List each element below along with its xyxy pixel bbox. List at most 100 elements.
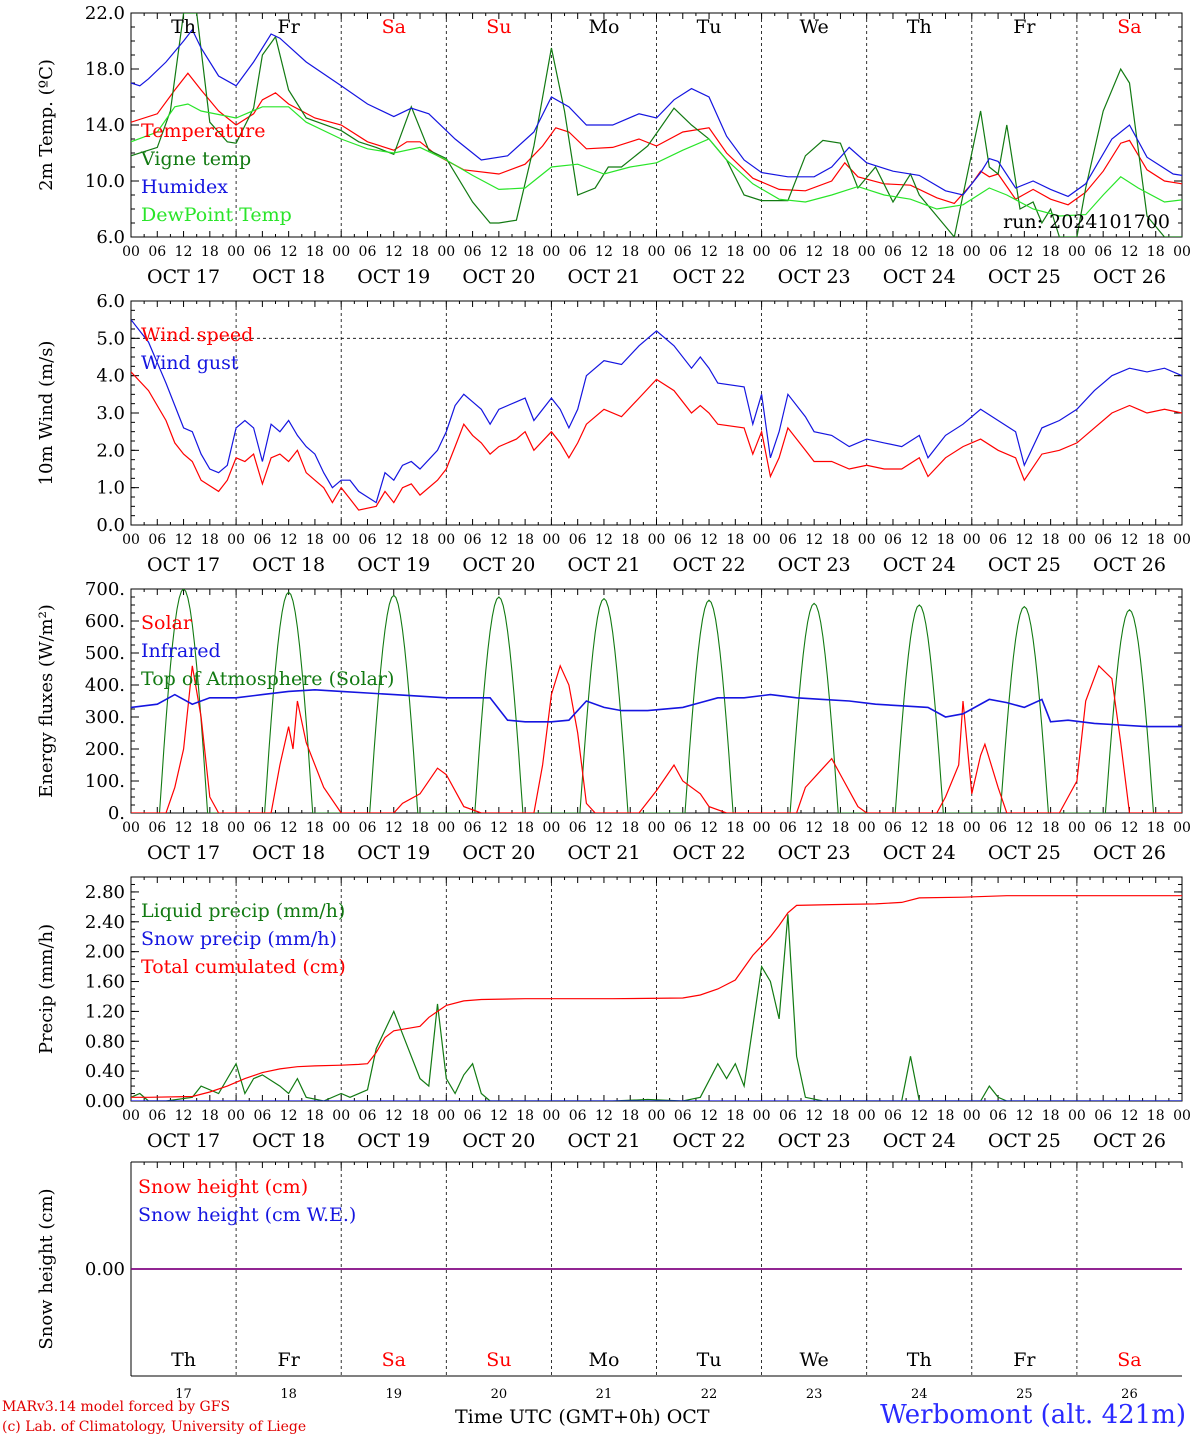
- panel1-hour-label: 00: [122, 244, 140, 260]
- panel1-hour-label: 00: [437, 244, 455, 260]
- panel1-hour-label: 12: [595, 244, 613, 260]
- panel1-hour-label: 18: [1147, 244, 1165, 260]
- panel2-frame: [130, 300, 1183, 526]
- panel1-hour-label: 00: [1068, 244, 1086, 260]
- panel4-hour-label: 12: [1121, 1108, 1139, 1124]
- panel4-date-label: OCT 23: [778, 1130, 851, 1152]
- panel1-hour-label: 00: [858, 244, 876, 260]
- panel1-hour-label: 06: [253, 244, 271, 260]
- panel5-weekday-label: Fr: [278, 1349, 301, 1371]
- panel1-weekday-label: Sa: [382, 16, 406, 38]
- panel3-hour-label: 00: [858, 820, 876, 836]
- panel2-hour-label: 06: [779, 532, 797, 548]
- panel3-hour-label: 12: [490, 820, 508, 836]
- panel4-hour-label: 00: [1173, 1108, 1191, 1124]
- panel3-ytick-label: 500.: [85, 643, 125, 664]
- panel1-date-label: OCT 18: [252, 266, 325, 288]
- panel5-weekday-label: Th: [171, 1349, 196, 1371]
- panel3-date-label: OCT 17: [147, 842, 220, 864]
- panel4-hour-label: 12: [490, 1108, 508, 1124]
- panel2-legend-entry: Wind speed: [141, 324, 253, 346]
- panel1-hour-label: 18: [306, 244, 324, 260]
- panel1-hour-label: 06: [148, 244, 166, 260]
- panel1-hour-label: 18: [832, 244, 850, 260]
- panel3-infrared-line: [131, 688, 1182, 728]
- panel5-day-number: 22: [701, 1387, 718, 1402]
- panel5-weekday-label: Su: [486, 1349, 511, 1371]
- panel3-hour-label: 00: [963, 820, 981, 836]
- panel3-hour-label: 00: [437, 820, 455, 836]
- panel2-date-label: OCT 17: [147, 554, 220, 576]
- panel3-date-label: OCT 18: [252, 842, 325, 864]
- panel3-frame: [130, 588, 1183, 814]
- panel2-hour-label: 12: [490, 532, 508, 548]
- panel1-hour-label: 18: [516, 244, 534, 260]
- panel4-hour-label: 18: [411, 1108, 429, 1124]
- panel5-weekday-label: Sa: [1117, 1349, 1141, 1371]
- panel3-hour-label: 12: [805, 820, 823, 836]
- panel2-date-label: OCT 25: [988, 554, 1061, 576]
- panel3-hour-label: 18: [1147, 820, 1165, 836]
- panel2-date-label: OCT 26: [1093, 554, 1166, 576]
- panel1-weekday-label: We: [800, 16, 829, 38]
- panel2-hour-label: 00: [1068, 532, 1086, 548]
- panel3-legend-entry: Top of Atmosphere (Solar): [141, 668, 394, 690]
- panel2-date-label: OCT 23: [778, 554, 851, 576]
- x-axis-title: Time UTC (GMT+0h) OCT: [455, 1406, 710, 1428]
- panel2-hour-label: 12: [1015, 532, 1033, 548]
- panel1-ylabel: 2m Temp. (ºC): [36, 59, 57, 191]
- panel2-hour-label: 12: [1121, 532, 1139, 548]
- panel1-hour-label: 18: [726, 244, 744, 260]
- panel4-hour-label: 18: [1042, 1108, 1060, 1124]
- panel4-legend-entry: Liquid precip (mm/h): [141, 900, 345, 922]
- panel2-hour-label: 06: [1094, 532, 1112, 548]
- panel2-hour-label: 18: [1042, 532, 1060, 548]
- panel3-hour-label: 12: [385, 820, 403, 836]
- panel1-hour-label: 18: [201, 244, 219, 260]
- panel2-date-label: OCT 24: [883, 554, 956, 576]
- panel2-hour-label: 18: [621, 532, 639, 548]
- panel3-date-label: OCT 22: [673, 842, 746, 864]
- panel1-weekday-label: Fr: [278, 16, 301, 38]
- panel1-weekday-label: Su: [486, 16, 511, 38]
- panel3-hour-label: 00: [332, 820, 350, 836]
- panel1-weekday-label: Mo: [588, 16, 619, 38]
- panel2-hour-label: 18: [726, 532, 744, 548]
- panel1-date-label: OCT 19: [357, 266, 430, 288]
- panel1-weekday-label: Th: [907, 16, 932, 38]
- panel1-legend-entry: Vigne temp: [140, 148, 251, 170]
- panel2-date-label: OCT 20: [462, 554, 535, 576]
- panel1-hour-label: 12: [1121, 244, 1139, 260]
- panel5-day-number: 19: [385, 1387, 402, 1402]
- panel4-hour-label: 06: [569, 1108, 587, 1124]
- panel1-hour-label: 06: [884, 244, 902, 260]
- panel4-hour-label: 00: [753, 1108, 771, 1124]
- panel3-hour-label: 12: [595, 820, 613, 836]
- panel1-hour-label: 06: [989, 244, 1007, 260]
- panel1-hour-label: 06: [674, 244, 692, 260]
- panel3-hour-label: 00: [227, 820, 245, 836]
- panel2-hour-label: 00: [753, 532, 771, 548]
- panel2-hour-label: 00: [122, 532, 140, 548]
- panel5-ytick-label: 0.00: [85, 1259, 125, 1280]
- panel2-hour-label: 00: [437, 532, 455, 548]
- panel2-hour-label: 00: [332, 532, 350, 548]
- panel4-hour-label: 06: [253, 1108, 271, 1124]
- panel4-ytick-label: 2.80: [85, 882, 125, 903]
- panel1-hour-label: 00: [227, 244, 245, 260]
- panel2-hour-label: 12: [910, 532, 928, 548]
- panel1-hour-label: 12: [490, 244, 508, 260]
- panel4-hour-label: 06: [674, 1108, 692, 1124]
- panel1-hour-label: 00: [1173, 244, 1191, 260]
- panel2-hour-label: 06: [884, 532, 902, 548]
- panel3-hour-label: 18: [832, 820, 850, 836]
- panel5-legend-entry: Snow height (cm): [138, 1176, 308, 1198]
- panel4-hour-label: 06: [779, 1108, 797, 1124]
- panel2-hour-label: 18: [832, 532, 850, 548]
- panel5-day-number: 24: [911, 1387, 928, 1402]
- panel3-hour-label: 12: [280, 820, 298, 836]
- panel3-date-label: OCT 20: [462, 842, 535, 864]
- panel2-date-label: OCT 21: [567, 554, 640, 576]
- panel3-date-label: OCT 26: [1093, 842, 1166, 864]
